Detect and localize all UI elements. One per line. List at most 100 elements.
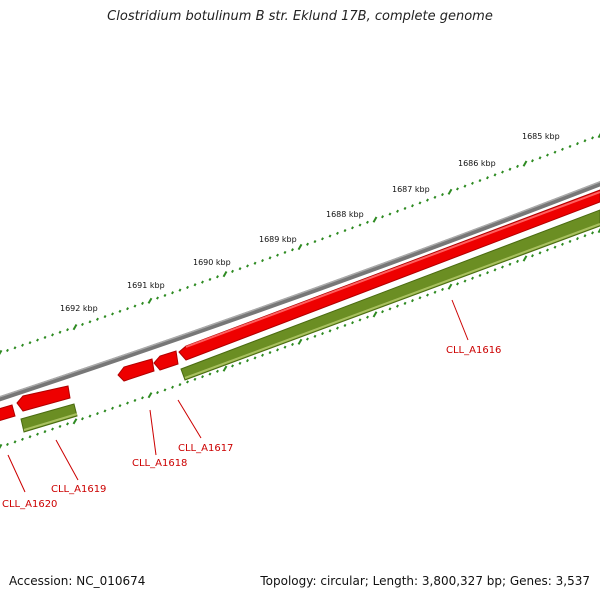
gene-labels: CLL_A1616 CLL_A1617 CLL_A1618 CLL_A1619 …: [2, 345, 501, 510]
outer-tick: [560, 147, 564, 151]
gene-forward-cll-a1619[interactable]: [16, 385, 71, 412]
gene-label-cll-a1618[interactable]: CLL_A1618: [132, 458, 187, 469]
inner-tick: [335, 326, 339, 330]
inner-tick: [538, 251, 542, 255]
inner-tick: [43, 430, 47, 434]
inner-tick: [305, 337, 309, 341]
gene-forward-highlight: [185, 191, 600, 348]
inner-tick: [245, 359, 249, 363]
leader-cll-a1619: [55, 439, 79, 481]
inner-tick: [560, 242, 564, 246]
inner-tick: [118, 404, 122, 408]
inner-tick: [486, 271, 490, 275]
outer-tick: [231, 269, 235, 273]
outer-tick: [133, 304, 137, 308]
outer-tick: [313, 239, 317, 244]
outer-tick: [381, 215, 385, 219]
gene-reverse-large[interactable]: [180, 209, 600, 381]
inner-tick: [13, 440, 17, 444]
inner-tick: [410, 299, 414, 303]
genome-backbone: [0, 181, 600, 402]
inner-tick: [493, 268, 497, 272]
outer-tick: [43, 335, 47, 340]
gene-forward-cll-a1616[interactable]: [178, 189, 600, 361]
outer-tick: [372, 216, 378, 223]
outer-tick: [297, 243, 303, 251]
inner-tick: [276, 348, 280, 352]
outer-tick: [470, 181, 474, 185]
outer-tick: [591, 136, 595, 140]
outer-tick: [493, 173, 497, 177]
outer-tick: [568, 144, 572, 149]
inner-tick: [193, 377, 197, 381]
outer-tick: [246, 264, 250, 268]
outer-tick: [538, 156, 542, 160]
outer-tick: [208, 277, 212, 282]
inner-tick: [545, 248, 549, 252]
gene-forward-cll-a1620[interactable]: [0, 404, 16, 422]
outer-tick: [553, 150, 557, 154]
inner-tick: [36, 432, 40, 436]
outer-tick: [66, 328, 70, 332]
outer-tick: [156, 296, 160, 300]
outer-tick: [141, 301, 145, 305]
outer-tick: [418, 201, 422, 205]
inner-tick: [178, 383, 182, 387]
inner-tick: [95, 411, 99, 416]
scale-label-1687: 1687 kbp: [392, 185, 430, 194]
inner-tick: [358, 318, 362, 322]
outer-tick: [583, 139, 587, 143]
inner-tick: [215, 369, 219, 373]
gene-forward-cll-a1617[interactable]: [153, 350, 179, 371]
scale-label-1691: 1691 kbp: [127, 281, 165, 290]
inner-tick-ring: [0, 226, 600, 451]
gene-forward-cll-a1618[interactable]: [117, 358, 155, 382]
inner-tick: [111, 406, 115, 410]
inner-tick: [28, 435, 32, 439]
inner-tick: [381, 310, 385, 314]
inner-tick: [147, 392, 153, 399]
outer-tick: [178, 288, 182, 292]
inner-tick: [51, 427, 55, 431]
gene-label-cll-a1616[interactable]: CLL_A1616: [446, 345, 501, 356]
outer-tick: [530, 159, 534, 163]
inner-tick: [388, 307, 392, 311]
outer-tick: [28, 341, 32, 345]
outer-tick: [171, 291, 175, 295]
inner-tick: [343, 323, 347, 328]
inner-tick: [103, 409, 107, 413]
outer-tick: [0, 349, 3, 357]
outer-tick: [320, 237, 324, 241]
outer-tick: [597, 131, 600, 139]
inner-tick: [530, 254, 534, 258]
gene-reverse-small[interactable]: [20, 403, 78, 433]
outer-tick: [403, 206, 407, 211]
outer-tick: [111, 312, 115, 316]
outer-tick: [358, 223, 362, 227]
inner-tick: [231, 364, 235, 368]
inner-tick: [508, 262, 512, 266]
outer-tick: [126, 307, 130, 311]
gene-label-cll-a1620[interactable]: CLL_A1620: [2, 499, 57, 510]
inner-tick: [575, 237, 579, 241]
inner-tick: [133, 398, 137, 403]
outer-tick: [80, 322, 84, 327]
outer-tick: [396, 209, 400, 213]
outer-tick: [410, 204, 414, 208]
inner-tick: [58, 424, 62, 429]
outer-tick: [335, 231, 339, 235]
outer-tick: [118, 309, 122, 313]
gene-label-cll-a1617[interactable]: CLL_A1617: [178, 443, 233, 454]
inner-tick: [522, 255, 528, 262]
inner-tick: [516, 259, 520, 263]
inner-tick: [171, 385, 175, 389]
inner-tick: [366, 315, 370, 319]
inner-tick: [395, 304, 399, 308]
gene-label-cll-a1619[interactable]: CLL_A1619: [51, 484, 106, 495]
inner-tick: [297, 338, 303, 345]
inner-tick: [268, 350, 272, 355]
outer-tick: [463, 184, 467, 188]
outer-tick: [238, 267, 242, 271]
scale-label-1690: 1690 kbp: [193, 258, 231, 267]
